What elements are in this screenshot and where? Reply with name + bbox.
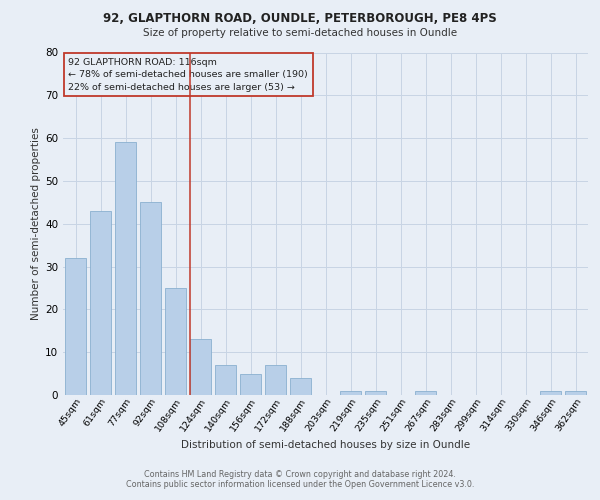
Bar	[290, 378, 311, 395]
Y-axis label: Number of semi-detached properties: Number of semi-detached properties	[31, 128, 41, 320]
Bar	[265, 365, 286, 395]
Bar	[140, 202, 161, 395]
Bar	[65, 258, 86, 395]
Text: 92, GLAPTHORN ROAD, OUNDLE, PETERBOROUGH, PE8 4PS: 92, GLAPTHORN ROAD, OUNDLE, PETERBOROUGH…	[103, 12, 497, 26]
Bar	[215, 365, 236, 395]
Bar	[165, 288, 186, 395]
Bar	[115, 142, 136, 395]
Bar	[240, 374, 261, 395]
X-axis label: Distribution of semi-detached houses by size in Oundle: Distribution of semi-detached houses by …	[181, 440, 470, 450]
Text: Size of property relative to semi-detached houses in Oundle: Size of property relative to semi-detach…	[143, 28, 457, 38]
Bar	[415, 390, 436, 395]
Bar	[190, 340, 211, 395]
Bar	[90, 211, 111, 395]
Text: 92 GLAPTHORN ROAD: 116sqm
← 78% of semi-detached houses are smaller (190)
22% of: 92 GLAPTHORN ROAD: 116sqm ← 78% of semi-…	[68, 58, 308, 92]
Bar	[340, 390, 361, 395]
Bar	[540, 390, 561, 395]
Bar	[565, 390, 586, 395]
Bar	[365, 390, 386, 395]
Text: Contains HM Land Registry data © Crown copyright and database right 2024.
Contai: Contains HM Land Registry data © Crown c…	[126, 470, 474, 489]
